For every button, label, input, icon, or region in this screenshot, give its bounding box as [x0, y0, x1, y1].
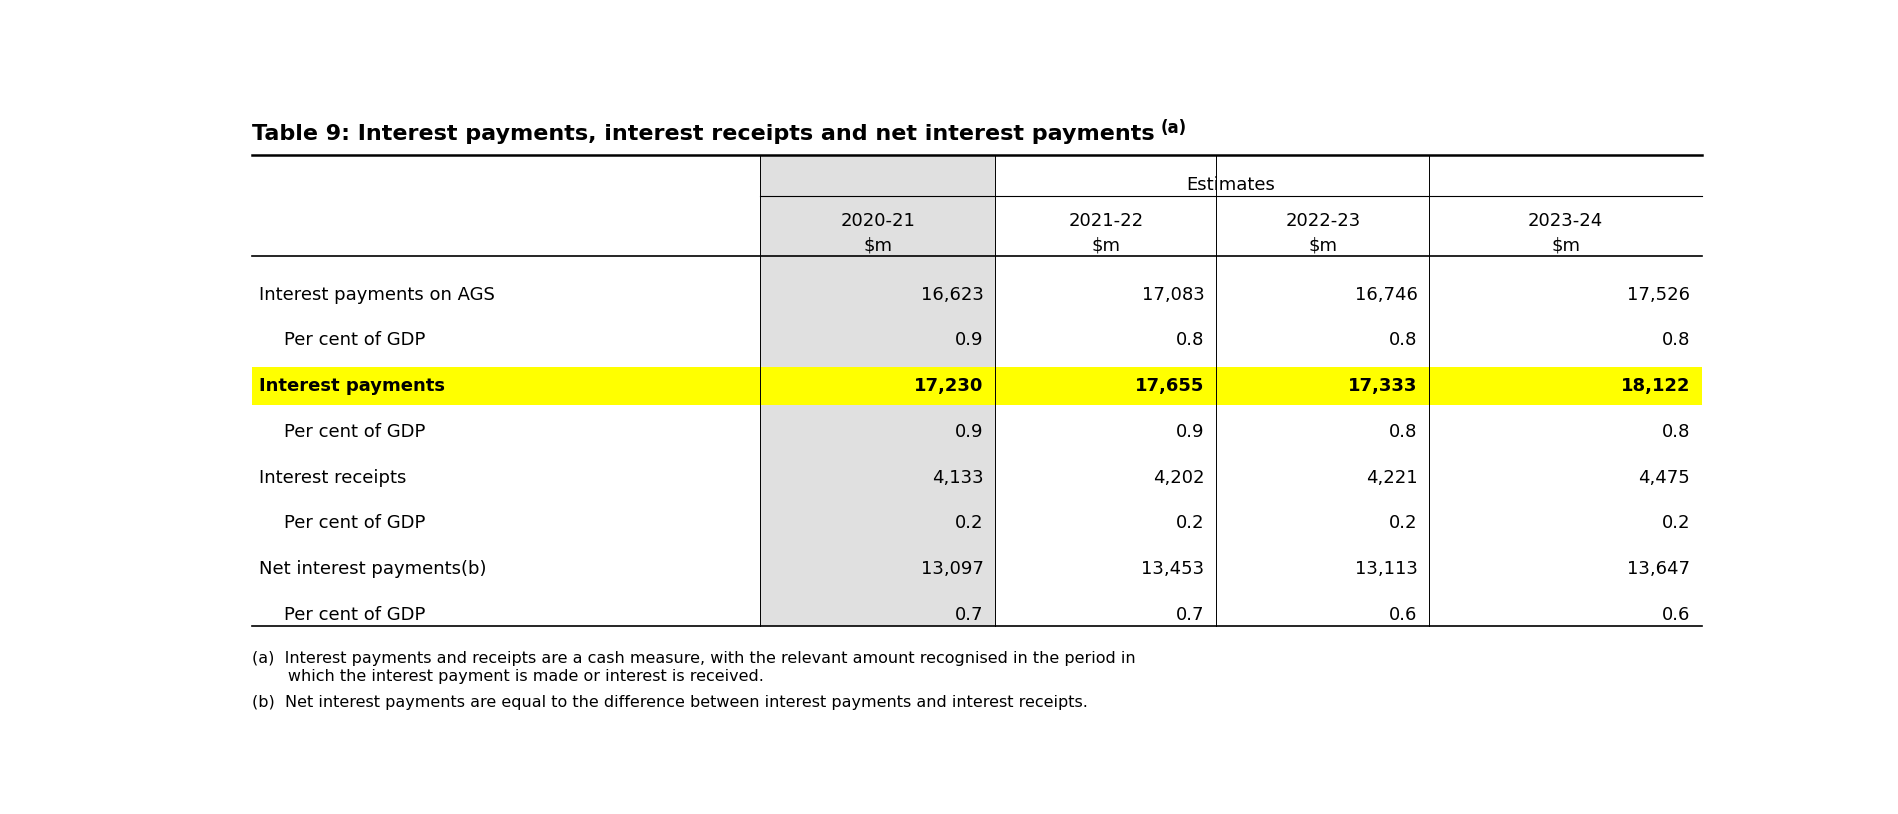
Text: 16,623: 16,623	[921, 286, 983, 304]
Text: 0.7: 0.7	[955, 606, 983, 624]
Text: 17,230: 17,230	[913, 377, 983, 395]
Text: 13,097: 13,097	[921, 560, 983, 578]
Text: 4,475: 4,475	[1638, 469, 1689, 487]
Text: 13,647: 13,647	[1627, 560, 1689, 578]
Text: 0.8: 0.8	[1175, 331, 1203, 349]
Text: 13,113: 13,113	[1353, 560, 1418, 578]
Text: (a)  Interest payments and receipts are a cash measure, with the relevant amount: (a) Interest payments and receipts are a…	[252, 651, 1135, 684]
Text: 0.2: 0.2	[1389, 514, 1418, 532]
Text: Per cent of GDP: Per cent of GDP	[285, 331, 425, 349]
Text: 4,133: 4,133	[932, 469, 983, 487]
Bar	[252, 367, 1701, 405]
Text: 0.8: 0.8	[1661, 422, 1689, 441]
Text: 17,333: 17,333	[1348, 377, 1418, 395]
Text: 0.8: 0.8	[1389, 331, 1418, 349]
Text: $m: $m	[1091, 237, 1120, 255]
Text: 0.6: 0.6	[1661, 606, 1689, 624]
Text: Per cent of GDP: Per cent of GDP	[285, 514, 425, 532]
Text: 0.6: 0.6	[1389, 606, 1418, 624]
Text: 17,526: 17,526	[1627, 286, 1689, 304]
Text: Per cent of GDP: Per cent of GDP	[285, 606, 425, 624]
Text: Estimates: Estimates	[1186, 176, 1275, 194]
Bar	[759, 155, 995, 626]
Text: 17,655: 17,655	[1135, 377, 1203, 395]
Text: 0.2: 0.2	[955, 514, 983, 532]
Text: 4,221: 4,221	[1365, 469, 1418, 487]
Text: Interest payments: Interest payments	[260, 377, 446, 395]
Text: 0.7: 0.7	[1175, 606, 1203, 624]
Text: $m: $m	[1308, 237, 1336, 255]
Text: 17,083: 17,083	[1141, 286, 1203, 304]
Text: 0.9: 0.9	[1175, 422, 1203, 441]
Text: Per cent of GDP: Per cent of GDP	[285, 422, 425, 441]
Text: 0.9: 0.9	[955, 422, 983, 441]
Text: Interest receipts: Interest receipts	[260, 469, 406, 487]
Text: 0.8: 0.8	[1661, 331, 1689, 349]
Text: (a): (a)	[1160, 119, 1186, 137]
Text: (b)  Net interest payments are equal to the difference between interest payments: (b) Net interest payments are equal to t…	[252, 695, 1088, 710]
Text: 0.2: 0.2	[1175, 514, 1203, 532]
Text: 2023-24: 2023-24	[1528, 212, 1602, 230]
Text: 2021-22: 2021-22	[1067, 212, 1143, 230]
Text: Interest payments on AGS: Interest payments on AGS	[260, 286, 495, 304]
Text: 2022-23: 2022-23	[1285, 212, 1359, 230]
Text: 13,453: 13,453	[1141, 560, 1203, 578]
Text: Table 9: Interest payments, interest receipts and net interest payments: Table 9: Interest payments, interest rec…	[252, 124, 1154, 144]
Text: 2020-21: 2020-21	[839, 212, 915, 230]
Text: 0.9: 0.9	[955, 331, 983, 349]
Text: 0.2: 0.2	[1661, 514, 1689, 532]
Text: 18,122: 18,122	[1619, 377, 1689, 395]
Text: 4,202: 4,202	[1152, 469, 1203, 487]
Text: $m: $m	[862, 237, 892, 255]
Text: 0.8: 0.8	[1389, 422, 1418, 441]
Text: Net interest payments(b): Net interest payments(b)	[260, 560, 486, 578]
Text: $m: $m	[1551, 237, 1579, 255]
Text: 16,746: 16,746	[1353, 286, 1418, 304]
